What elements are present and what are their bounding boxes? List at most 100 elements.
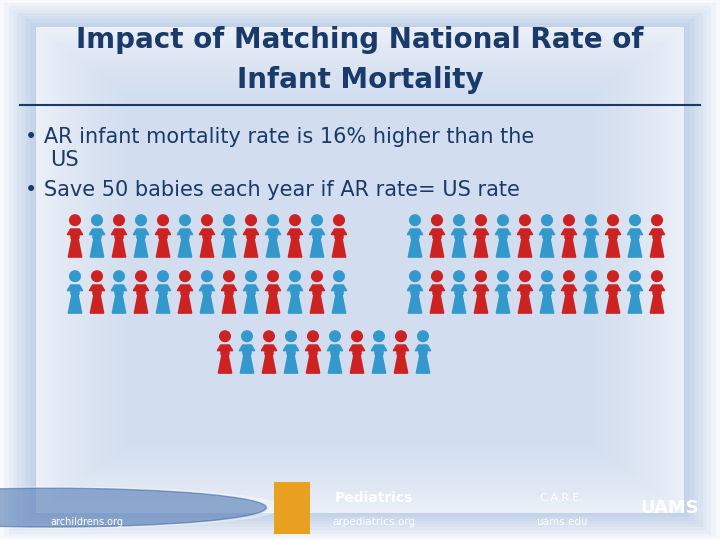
Circle shape bbox=[135, 271, 146, 281]
Polygon shape bbox=[68, 237, 82, 257]
Polygon shape bbox=[225, 229, 233, 238]
Polygon shape bbox=[312, 285, 322, 294]
Polygon shape bbox=[349, 345, 365, 350]
Text: Impact of Matching National Rate of: Impact of Matching National Rate of bbox=[76, 26, 644, 54]
Circle shape bbox=[476, 215, 486, 226]
Polygon shape bbox=[305, 345, 320, 350]
Circle shape bbox=[410, 271, 420, 281]
Polygon shape bbox=[454, 229, 464, 238]
Text: archildrens.org: archildrens.org bbox=[50, 517, 123, 527]
Polygon shape bbox=[312, 229, 322, 238]
Polygon shape bbox=[495, 285, 510, 291]
Polygon shape bbox=[283, 345, 299, 350]
Polygon shape bbox=[158, 229, 168, 238]
Polygon shape bbox=[92, 229, 102, 238]
Polygon shape bbox=[217, 345, 233, 350]
Circle shape bbox=[220, 331, 230, 342]
Polygon shape bbox=[133, 285, 149, 291]
Circle shape bbox=[418, 331, 428, 342]
Polygon shape bbox=[629, 237, 642, 257]
Circle shape bbox=[312, 215, 323, 226]
Text: • AR infant mortality rate is 16% higher than the: • AR infant mortality rate is 16% higher… bbox=[25, 127, 534, 147]
FancyBboxPatch shape bbox=[274, 482, 310, 534]
Polygon shape bbox=[112, 293, 126, 313]
Polygon shape bbox=[90, 237, 104, 257]
Polygon shape bbox=[177, 285, 193, 291]
Polygon shape bbox=[89, 285, 104, 291]
Circle shape bbox=[454, 215, 464, 226]
Polygon shape bbox=[583, 285, 599, 291]
Polygon shape bbox=[418, 345, 428, 354]
Circle shape bbox=[333, 271, 344, 281]
Text: C.A.R.E.: C.A.R.E. bbox=[539, 493, 584, 503]
Polygon shape bbox=[473, 229, 489, 234]
Circle shape bbox=[264, 331, 274, 342]
Polygon shape bbox=[243, 285, 258, 291]
Polygon shape bbox=[477, 229, 485, 238]
Polygon shape bbox=[521, 285, 529, 294]
Polygon shape bbox=[431, 237, 444, 257]
Polygon shape bbox=[496, 237, 510, 257]
Polygon shape bbox=[393, 345, 409, 350]
Polygon shape bbox=[202, 229, 212, 238]
Circle shape bbox=[114, 271, 125, 281]
Polygon shape bbox=[408, 237, 422, 257]
Polygon shape bbox=[429, 285, 445, 291]
Polygon shape bbox=[220, 345, 230, 354]
Polygon shape bbox=[218, 353, 232, 373]
Polygon shape bbox=[112, 285, 127, 291]
Circle shape bbox=[541, 215, 552, 226]
FancyBboxPatch shape bbox=[36, 27, 684, 513]
Circle shape bbox=[114, 215, 125, 226]
Polygon shape bbox=[156, 293, 170, 313]
Bar bbox=[0, 0, 720, 175]
Polygon shape bbox=[156, 285, 171, 291]
Circle shape bbox=[410, 215, 420, 226]
Polygon shape bbox=[408, 285, 423, 291]
Text: • Save 50 babies each year if AR rate= US rate: • Save 50 babies each year if AR rate= U… bbox=[25, 180, 520, 200]
Polygon shape bbox=[290, 285, 300, 294]
Polygon shape bbox=[262, 353, 276, 373]
Circle shape bbox=[224, 215, 234, 226]
Polygon shape bbox=[222, 293, 235, 313]
Circle shape bbox=[135, 215, 146, 226]
Circle shape bbox=[224, 271, 234, 281]
Polygon shape bbox=[562, 229, 577, 234]
Polygon shape bbox=[521, 229, 529, 238]
Polygon shape bbox=[452, 293, 466, 313]
Polygon shape bbox=[308, 345, 318, 354]
Circle shape bbox=[70, 271, 81, 281]
Polygon shape bbox=[517, 285, 533, 291]
Polygon shape bbox=[310, 237, 324, 257]
Polygon shape bbox=[266, 293, 280, 313]
Text: Pediatrics: Pediatrics bbox=[336, 491, 413, 505]
Circle shape bbox=[498, 215, 508, 226]
Polygon shape bbox=[416, 353, 430, 373]
Polygon shape bbox=[564, 285, 574, 294]
Polygon shape bbox=[374, 345, 384, 354]
Polygon shape bbox=[179, 237, 192, 257]
Polygon shape bbox=[134, 293, 148, 313]
Polygon shape bbox=[606, 285, 621, 291]
Circle shape bbox=[91, 215, 102, 226]
Polygon shape bbox=[331, 229, 347, 234]
Text: Infant Mortality: Infant Mortality bbox=[237, 66, 483, 94]
Polygon shape bbox=[332, 237, 346, 257]
Polygon shape bbox=[543, 229, 552, 238]
Polygon shape bbox=[202, 285, 212, 294]
Polygon shape bbox=[372, 353, 386, 373]
Circle shape bbox=[289, 215, 300, 226]
Polygon shape bbox=[473, 285, 489, 291]
Polygon shape bbox=[288, 237, 302, 257]
Polygon shape bbox=[246, 285, 256, 294]
Text: US: US bbox=[50, 150, 78, 170]
Circle shape bbox=[476, 271, 486, 281]
Circle shape bbox=[608, 271, 618, 281]
Circle shape bbox=[242, 331, 252, 342]
Polygon shape bbox=[265, 285, 281, 291]
Polygon shape bbox=[90, 293, 104, 313]
Circle shape bbox=[246, 271, 256, 281]
Polygon shape bbox=[332, 293, 346, 313]
Polygon shape bbox=[543, 285, 552, 294]
Polygon shape bbox=[156, 229, 171, 234]
